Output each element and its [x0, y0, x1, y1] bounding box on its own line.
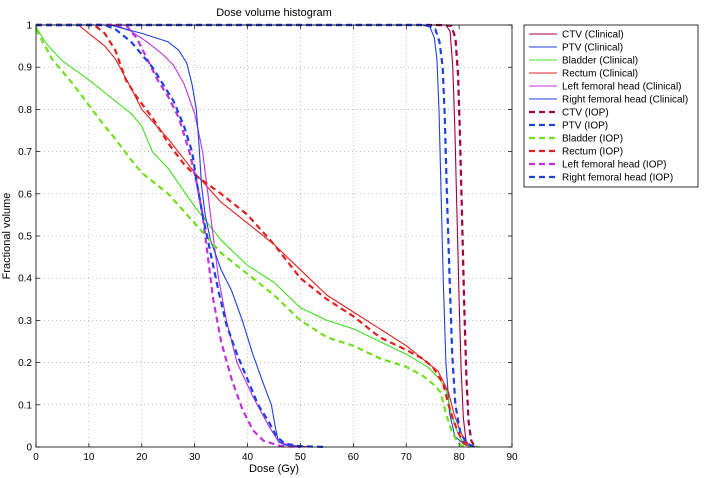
legend: CTV (Clinical) PTV (Clinical) Bladder (Cli… — [523, 24, 699, 188]
x-tick-label: 30 — [189, 452, 201, 463]
legend-label: Left femoral head (IOP) — [562, 160, 667, 171]
legend-label: Bladder (Clinical) — [562, 56, 638, 67]
y-tick-label: 0.5 — [18, 232, 32, 243]
series-line-right-femoral-head-iop — [36, 23, 327, 449]
series-lines — [35, 23, 481, 449]
chart-title: Dose volume histogram — [216, 7, 332, 19]
y-tick-label: 0.9 — [18, 63, 32, 74]
series-line-left-femoral-head-iop — [36, 23, 301, 449]
legend-label: Left femoral head (Clinical) — [562, 82, 682, 93]
series-line-ctv-iop — [36, 23, 476, 448]
legend-label: PTV (Clinical) — [562, 43, 623, 54]
y-tick-label: 0.1 — [18, 400, 32, 411]
x-tick-label: 0 — [33, 452, 39, 463]
legend-label: Rectum (IOP) — [562, 147, 623, 158]
x-tick-label: 80 — [454, 452, 466, 463]
series-line-ptv-iop — [36, 23, 476, 449]
series-line-right-femoral-head-clinical — [36, 24, 301, 448]
y-tick-label: 0.4 — [18, 274, 32, 285]
y-tick-label: 0.2 — [18, 358, 32, 369]
y-tick-label: 0.8 — [18, 105, 32, 116]
axis-ticks: 0 10 20 30 40 50 60 70 80 90 0 0.1 0.2 0.3 0.4 0.5 0.6 0.… — [18, 21, 518, 464]
legend-label: Bladder (IOP) — [562, 134, 623, 145]
legend-label: Right femoral head (Clinical) — [562, 95, 688, 106]
y-tick-label: 0 — [26, 443, 32, 454]
y-tick-label: 1 — [26, 21, 32, 32]
legend-label: Right femoral head (IOP) — [562, 173, 673, 184]
x-tick-label: 10 — [83, 452, 95, 463]
x-tick-label: 50 — [295, 452, 307, 463]
y-tick-label: 0.6 — [18, 189, 32, 200]
grid-lines — [36, 25, 512, 447]
series-line-rectum-clinical — [36, 24, 476, 448]
x-tick-label: 20 — [136, 452, 148, 463]
x-tick-label: 90 — [506, 452, 518, 463]
legend-label: Rectum (Clinical) — [562, 69, 638, 80]
x-tick-label: 60 — [348, 452, 360, 463]
x-axis-label: Dose (Gy) — [249, 463, 299, 475]
series-line-bladder-iop — [35, 28, 470, 449]
series-line-left-femoral-head-clinical — [36, 24, 312, 448]
y-tick-label: 0.3 — [18, 316, 32, 327]
x-tick-label: 70 — [401, 452, 413, 463]
y-tick-label: 0.7 — [18, 147, 32, 158]
legend-box — [523, 24, 699, 188]
legend-label: PTV (IOP) — [562, 121, 608, 132]
legend-label: CTV (Clinical) — [562, 30, 624, 41]
y-axis-label: Fractional volume — [1, 193, 13, 280]
legend-label: CTV (IOP) — [562, 108, 609, 119]
x-tick-label: 40 — [242, 452, 254, 463]
